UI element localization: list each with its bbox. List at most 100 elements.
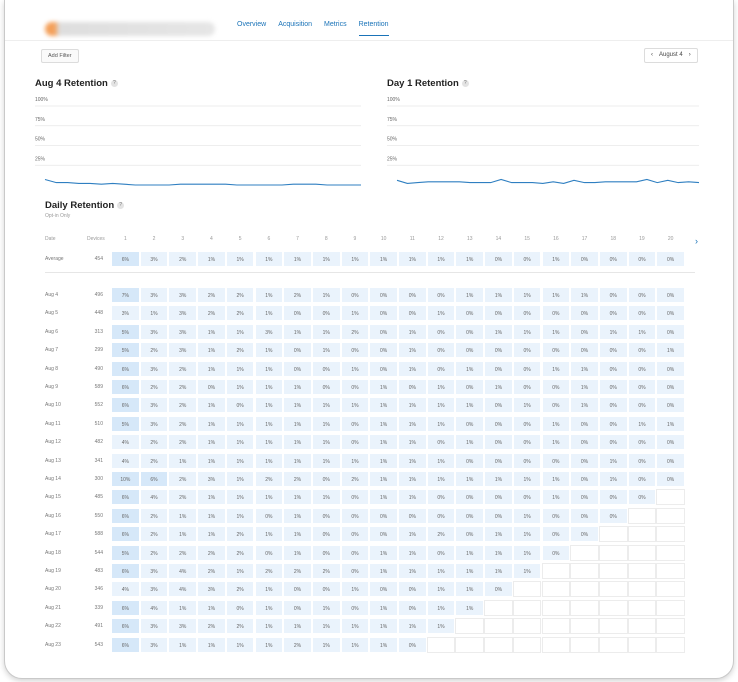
retention-cell: 0% [570, 415, 599, 432]
empty-cell [541, 636, 571, 653]
table-row: Aug 17 588 6% 2% 1% 1% 2% 1% 1% 0% 0% 0% 1% 2% 0% 1% 1% 0… [45, 526, 733, 543]
empty-cell [598, 526, 628, 543]
retention-cell: 1% [541, 360, 571, 377]
retention-cell: 4% [168, 581, 198, 598]
tab-overview[interactable]: Overview [237, 21, 267, 28]
retention-cell: 0% [627, 251, 657, 267]
retention-cell: 1% [197, 415, 226, 432]
retention-cell: 1% [369, 379, 398, 395]
retention-cell: 1% [541, 415, 571, 432]
retention-cell: 1% [168, 636, 198, 653]
table-row: Aug 12 482 4% 2% 2% 1% 1% 1% 1% 1% 0% 1% 1% 0% 1% 0% 0% 1… [45, 434, 733, 451]
chevron-right-icon[interactable]: › [688, 52, 691, 58]
retention-cell: 1% [398, 544, 427, 561]
retention-cell: 1% [197, 599, 226, 616]
retention-cell: 1% [311, 434, 341, 451]
empty-cell [570, 563, 599, 579]
row-devices: 482 [94, 439, 103, 446]
retention-cell: 0% [627, 434, 657, 451]
retention-cell: 0% [455, 305, 485, 322]
retention-cell: 0% [484, 251, 513, 267]
empty-cell [656, 544, 685, 561]
app-selector[interactable] [45, 22, 215, 36]
retention-cell: 1% [398, 526, 427, 543]
retention-cell: 5% [111, 415, 140, 432]
scroll-right-icon[interactable]: › [695, 236, 698, 246]
retention-cell: 1% [168, 452, 198, 469]
row-date: Aug 13 [45, 457, 61, 464]
retention-cell: 6% [111, 563, 140, 579]
retention-cell: 0% [455, 489, 485, 506]
retention-cell: 0% [627, 452, 657, 469]
chevron-left-icon[interactable]: ‹ [651, 52, 653, 58]
help-icon[interactable]: ? [461, 79, 469, 87]
day-header: 16 [553, 236, 559, 242]
empty-cell [541, 618, 571, 635]
day-header: 9 [353, 236, 357, 242]
retention-cell: 0% [484, 397, 513, 414]
empty-cell [598, 599, 628, 616]
retention-cell: 0% [340, 434, 370, 451]
day-header: 8 [324, 236, 328, 242]
retention-cell: 3% [111, 305, 140, 322]
retention-cell: 3% [254, 323, 284, 340]
tab-retention[interactable]: Retention [358, 21, 389, 36]
retention-cell: 0% [656, 360, 685, 377]
retention-cell: 1% [398, 471, 427, 487]
top-header: Overview Acquisition Metrics Retention [5, 0, 733, 41]
retention-cell: 1% [340, 452, 370, 469]
retention-cell: 1% [455, 599, 485, 616]
retention-cell: 1% [369, 489, 398, 506]
retention-cell: 0% [340, 507, 370, 524]
row-date: Aug 23 [45, 641, 61, 648]
row-devices: 588 [94, 531, 103, 538]
empty-cell [656, 563, 685, 579]
retention-cell: 1% [311, 397, 341, 414]
retention-cell: 6% [139, 471, 169, 487]
retention-cell: 6% [111, 507, 140, 524]
retention-cell: 1% [225, 323, 255, 340]
retention-cell: 2% [139, 507, 169, 524]
retention-cell: 0% [598, 507, 628, 524]
chart-title-text: Aug 4 Retention [35, 78, 108, 89]
empty-cell [627, 636, 657, 653]
row-devices: 448 [94, 310, 103, 317]
retention-cell: 1% [398, 452, 427, 469]
retention-cell: 1% [340, 397, 370, 414]
add-filter-button[interactable]: Add Filter [41, 49, 79, 63]
retention-cell: 6% [111, 251, 140, 267]
retention-cell: 1% [369, 599, 398, 616]
retention-cell: 0% [398, 305, 427, 322]
retention-cell: 2% [225, 581, 255, 598]
retention-cell: 1% [484, 544, 513, 561]
retention-cell: 1% [570, 397, 599, 414]
retention-cell: 0% [398, 599, 427, 616]
retention-cell: 0% [484, 415, 513, 432]
y-tick-label: 25% [387, 156, 398, 162]
help-icon[interactable]: ? [110, 79, 118, 87]
retention-cell: 3% [139, 323, 169, 340]
row-devices: 496 [94, 292, 103, 298]
retention-cell: 1% [225, 636, 255, 653]
tab-metrics[interactable]: Metrics [324, 21, 347, 28]
empty-cell [656, 636, 685, 653]
retention-cell: 3% [168, 342, 198, 359]
retention-cell: 1% [283, 379, 312, 395]
retention-cell: 1% [168, 599, 198, 616]
retention-cell: 0% [512, 379, 542, 395]
tab-acquisition[interactable]: Acquisition [278, 21, 313, 28]
retention-cell: 1% [139, 305, 169, 322]
retention-cell: 0% [598, 287, 628, 303]
y-tick-label: 100% [387, 97, 400, 103]
help-icon[interactable]: ? [117, 201, 125, 209]
retention-cell: 3% [139, 251, 169, 267]
retention-cell: 2% [139, 342, 169, 359]
row-devices: 552 [94, 402, 103, 409]
retention-cell: 1% [197, 342, 226, 359]
retention-cell: 0% [283, 599, 312, 616]
empty-cell [656, 507, 685, 524]
retention-cell: 0% [340, 599, 370, 616]
retention-cell: 3% [139, 287, 169, 303]
retention-cell: 2% [168, 544, 198, 561]
retention-cell: 1% [656, 342, 685, 359]
